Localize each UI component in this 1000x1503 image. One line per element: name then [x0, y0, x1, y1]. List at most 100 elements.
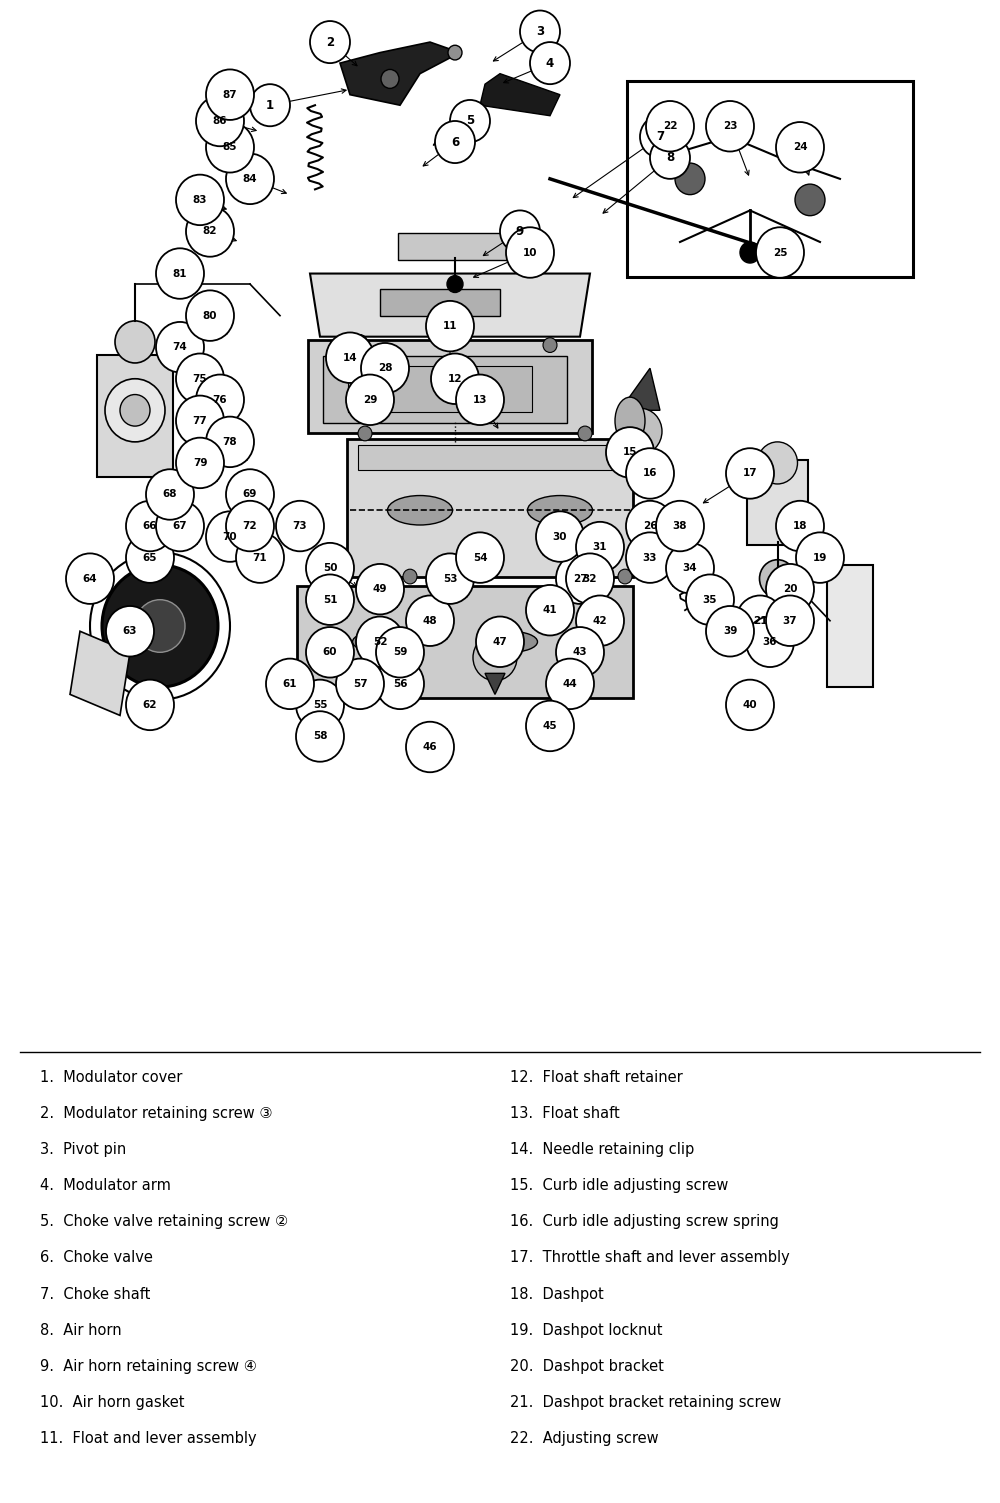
FancyBboxPatch shape [398, 233, 522, 260]
Text: 15.  Curb idle adjusting screw: 15. Curb idle adjusting screw [510, 1178, 728, 1193]
Circle shape [206, 511, 254, 562]
Circle shape [556, 553, 604, 604]
Circle shape [406, 721, 454, 773]
Circle shape [226, 469, 274, 520]
Circle shape [576, 522, 624, 573]
Text: 18.  Dashpot: 18. Dashpot [510, 1287, 604, 1302]
Text: 61: 61 [283, 679, 297, 688]
Circle shape [447, 275, 463, 293]
Circle shape [776, 500, 824, 552]
Text: 26: 26 [643, 522, 657, 531]
Circle shape [296, 711, 344, 762]
Circle shape [766, 564, 814, 615]
Circle shape [186, 290, 234, 341]
Circle shape [675, 162, 705, 194]
Circle shape [306, 574, 354, 625]
Circle shape [476, 616, 524, 667]
Text: 36: 36 [763, 637, 777, 646]
Text: 71: 71 [253, 553, 267, 562]
Text: 72: 72 [243, 522, 257, 531]
Text: 63: 63 [123, 627, 137, 636]
Text: 40: 40 [743, 700, 757, 709]
Text: 73: 73 [293, 522, 307, 531]
Text: 49: 49 [373, 585, 387, 594]
Text: 62: 62 [143, 700, 157, 709]
Text: 56: 56 [393, 679, 407, 688]
Circle shape [706, 101, 754, 152]
Circle shape [156, 322, 204, 373]
Text: 45: 45 [543, 721, 557, 730]
Polygon shape [485, 673, 505, 694]
Text: 27: 27 [573, 574, 587, 583]
Text: 3: 3 [536, 26, 544, 38]
Text: 87: 87 [223, 90, 237, 99]
Text: 46: 46 [423, 742, 437, 752]
Text: 79: 79 [193, 458, 207, 467]
Text: 17: 17 [743, 469, 757, 478]
Text: 9.  Air horn retaining screw ④: 9. Air horn retaining screw ④ [40, 1359, 257, 1374]
Text: 2.  Modulator retaining screw ③: 2. Modulator retaining screw ③ [40, 1106, 272, 1121]
Polygon shape [340, 42, 460, 105]
Circle shape [176, 437, 224, 488]
Circle shape [156, 248, 204, 299]
Text: 76: 76 [213, 395, 227, 404]
Circle shape [766, 595, 814, 646]
Text: 83: 83 [193, 195, 207, 204]
Circle shape [326, 332, 374, 383]
Text: 19.  Dashpot locknut: 19. Dashpot locknut [510, 1323, 662, 1338]
Text: 18: 18 [793, 522, 807, 531]
FancyBboxPatch shape [627, 81, 913, 277]
Text: 17.  Throttle shaft and lever assembly: 17. Throttle shaft and lever assembly [510, 1250, 790, 1266]
Circle shape [115, 322, 155, 364]
Text: 7.  Choke shaft: 7. Choke shaft [40, 1287, 150, 1302]
Circle shape [196, 96, 244, 146]
Circle shape [356, 616, 404, 667]
FancyBboxPatch shape [308, 340, 592, 433]
Circle shape [431, 353, 479, 404]
Circle shape [381, 69, 399, 89]
Text: 6.  Choke valve: 6. Choke valve [40, 1250, 153, 1266]
Text: 16.  Curb idle adjusting screw spring: 16. Curb idle adjusting screw spring [510, 1214, 779, 1229]
Circle shape [530, 42, 570, 84]
Circle shape [618, 409, 662, 454]
Text: 4: 4 [546, 57, 554, 69]
Text: 10.  Air horn gasket: 10. Air horn gasket [40, 1395, 184, 1410]
Ellipse shape [528, 496, 592, 525]
Polygon shape [620, 368, 660, 410]
Text: 50: 50 [323, 564, 337, 573]
Circle shape [126, 532, 174, 583]
Text: 15: 15 [623, 448, 637, 457]
FancyBboxPatch shape [297, 586, 633, 697]
Text: 9: 9 [516, 225, 524, 237]
Text: 8.  Air horn: 8. Air horn [40, 1323, 122, 1338]
Text: 12.  Float shaft retainer: 12. Float shaft retainer [510, 1070, 683, 1085]
Circle shape [276, 500, 324, 552]
Circle shape [746, 616, 794, 667]
Circle shape [760, 559, 796, 598]
Circle shape [406, 595, 454, 646]
Circle shape [426, 301, 474, 352]
Circle shape [606, 427, 654, 478]
Circle shape [226, 153, 274, 204]
Text: 31: 31 [593, 543, 607, 552]
Polygon shape [310, 274, 590, 337]
Circle shape [196, 374, 244, 425]
Text: 6: 6 [451, 135, 459, 149]
Circle shape [356, 564, 404, 615]
FancyBboxPatch shape [348, 367, 532, 412]
Text: 29: 29 [363, 395, 377, 404]
Circle shape [796, 532, 844, 583]
Text: 22.  Adjusting screw: 22. Adjusting screw [510, 1431, 659, 1446]
Text: 32: 32 [583, 574, 597, 583]
Text: 65: 65 [143, 553, 157, 562]
Text: 35: 35 [703, 595, 717, 604]
Circle shape [656, 500, 704, 552]
Text: 37: 37 [783, 616, 797, 625]
Polygon shape [480, 74, 560, 116]
Text: 24: 24 [793, 143, 807, 152]
Text: 5: 5 [466, 114, 474, 128]
Circle shape [206, 416, 254, 467]
Circle shape [126, 679, 174, 730]
Text: 68: 68 [163, 490, 177, 499]
Circle shape [376, 627, 424, 678]
